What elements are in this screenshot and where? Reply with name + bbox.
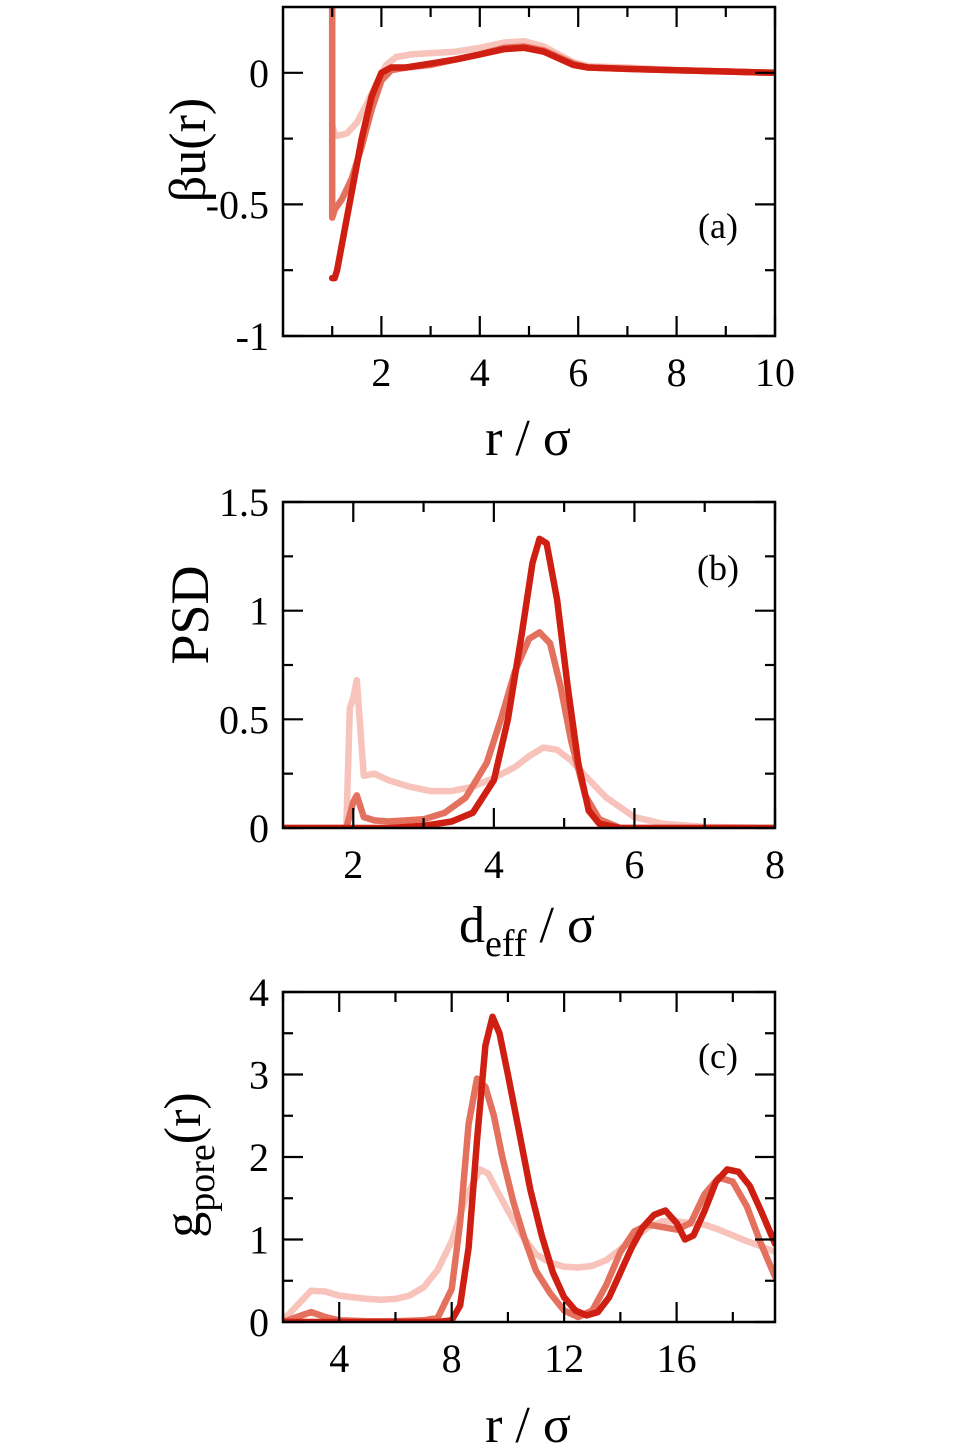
panel-b-xtick-label: 4	[484, 842, 504, 887]
panel-a-series-dark-line	[328, 44, 775, 282]
panel-c-ytick-label: 3	[249, 1053, 269, 1098]
panel-c-ytick-label: 1	[249, 1218, 269, 1263]
panel-c-xtick-label: 4	[329, 1336, 349, 1381]
panel-a-ytick-label: -1	[236, 314, 269, 359]
panel-c-x-axis-label: r / σ	[485, 1397, 571, 1454]
panel-a-xtick-label: 10	[755, 350, 795, 395]
panel-b-x-axis-label-tail: / σ	[527, 897, 595, 954]
panel-b-xtick-label: 8	[765, 842, 785, 887]
panel-c-label: (c)	[698, 1036, 738, 1076]
panel-a-y-axis-label: βu(r)	[160, 98, 217, 202]
panel-b-ticks: 2 4 6 8 0 0.5 1 1.5	[219, 480, 785, 887]
panel-a: 2 4 6 8 10 -1 -0.5 0 (a) r / σ βu(r)	[160, 5, 795, 467]
panel-a-series-layer	[328, 7, 775, 282]
panel-a-xtick-label: 4	[470, 350, 490, 395]
panel-b-ytick-label: 1.5	[219, 480, 269, 525]
panel-a-y-axis-label-text: βu(r)	[160, 98, 217, 202]
panel-a-series-medium-line	[328, 7, 775, 221]
panel-a-x-axis-label: r / σ	[485, 410, 571, 467]
panel-c-xtick-label: 8	[442, 1336, 462, 1381]
panel-a-xtick-label: 8	[667, 350, 687, 395]
panel-c-ytick-label: 4	[249, 970, 269, 1015]
panel-b-ytick-label: 1	[249, 589, 269, 634]
panel-a-x-axis-label-text: r / σ	[485, 410, 571, 467]
panel-a-ytick-label: 0	[249, 51, 269, 96]
panel-a-ytick-label: -0.5	[206, 182, 269, 227]
panel-c-y-axis-label: gpore(r)	[155, 1092, 223, 1237]
panel-c-xtick-label: 12	[544, 1336, 584, 1381]
panel-c-xtick-label: 16	[657, 1336, 697, 1381]
panel-c-ytick-label: 0	[249, 1300, 269, 1345]
panel-b-x-axis-label-sub: eff	[485, 923, 527, 965]
panel-b-x-axis-label-main: d	[459, 897, 485, 954]
panel-a-xtick-label: 2	[371, 350, 391, 395]
panel-b-y-axis-label: PSD	[160, 565, 220, 664]
panel-a-label: (a)	[698, 206, 738, 246]
panel-b-ytick-label: 0	[249, 806, 269, 851]
panel-b-y-axis-label-text: PSD	[160, 565, 220, 664]
panel-c-y-axis-label-tail: (r)	[155, 1092, 212, 1144]
panel-a-ticks: 2 4 6 8 10 -1 -0.5 0	[206, 7, 795, 395]
panel-b-label: (b)	[697, 548, 739, 588]
panel-c-y-axis-label-main: g	[155, 1212, 212, 1238]
panel-c-series-medium-line	[283, 1075, 775, 1322]
panel-b-x-axis-label: deff / σ	[459, 897, 595, 965]
panel-c-x-axis-label-text: r / σ	[485, 1397, 571, 1454]
panel-b-ytick-label: 0.5	[219, 697, 269, 742]
panel-b-series-light-line	[283, 676, 775, 828]
panel-c-ytick-label: 2	[249, 1135, 269, 1180]
panel-c-y-axis-label-sub: pore	[181, 1144, 223, 1212]
panel-b-series-medium-line	[283, 629, 775, 828]
panel-b-xtick-label: 6	[624, 842, 644, 887]
panel-b-xtick-label: 2	[343, 842, 363, 887]
panel-b: 2 4 6 8 0 0.5 1 1.5 (b) deff / σ PSD	[160, 480, 785, 965]
panel-a-xtick-label: 6	[568, 350, 588, 395]
